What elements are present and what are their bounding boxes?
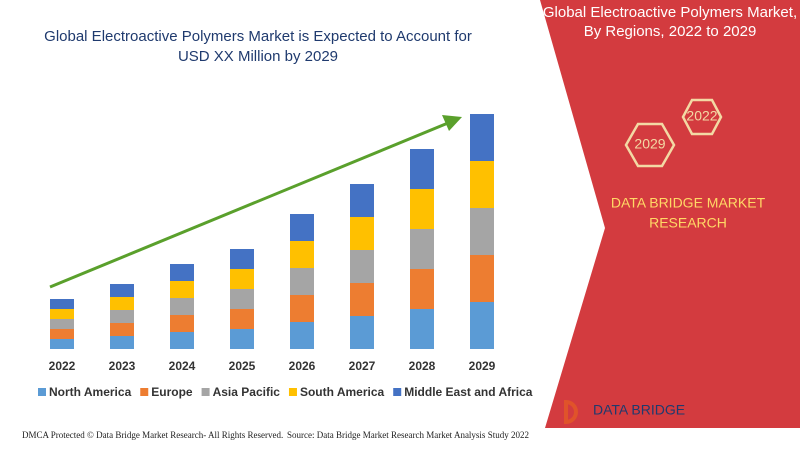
bar-segment <box>410 309 434 349</box>
legend-swatch <box>393 388 402 396</box>
x-tick-label: 2023 <box>109 359 136 373</box>
bar-segment <box>110 323 134 336</box>
bar-segment <box>50 339 74 349</box>
chart-title: USD XX Million by 2029 <box>178 48 338 65</box>
bar-segment <box>350 217 374 250</box>
bar-segment <box>350 283 374 316</box>
x-tick-label: 2025 <box>229 359 256 373</box>
bar-segment <box>410 149 434 189</box>
bar-segment <box>230 309 254 329</box>
bar-segment <box>470 114 494 161</box>
panel-title: By Regions, 2022 to 2029 <box>584 23 757 40</box>
legend-swatch <box>288 388 297 396</box>
bar-segment <box>170 281 194 298</box>
trend-arrow <box>49 121 449 289</box>
x-tick-label: 2022 <box>49 359 76 373</box>
trend-arrow-head <box>442 115 462 131</box>
chart-title: Global Electroactive Polymers Market is … <box>44 28 472 45</box>
bar-segment <box>470 161 494 208</box>
legend-label: Asia Pacific <box>213 385 281 399</box>
x-tick-label: 2027 <box>349 359 376 373</box>
bar-segment <box>290 268 314 295</box>
legend-label: Middle East and Africa <box>404 385 533 399</box>
legend-swatch <box>201 388 210 396</box>
logo-text: DATA BRIDGE <box>593 402 685 418</box>
legend-swatch <box>140 388 149 396</box>
bar-segment <box>110 297 134 310</box>
hexagon <box>681 98 723 136</box>
bar-segment <box>410 189 434 229</box>
bar-segment <box>290 295 314 322</box>
logo-mark <box>564 399 578 425</box>
bar-segment <box>350 184 374 217</box>
legend-label: North America <box>49 385 132 399</box>
bar-segment <box>290 241 314 268</box>
bar-segment <box>410 229 434 269</box>
bar-segment <box>350 250 374 283</box>
x-tick-label: 2026 <box>289 359 316 373</box>
bar-segment <box>350 316 374 349</box>
bar-segment <box>170 264 194 281</box>
bar-segment <box>50 309 74 319</box>
bar-segment <box>230 329 254 349</box>
x-tick-label: 2024 <box>169 359 196 373</box>
side-panel <box>540 0 800 428</box>
bar-segment <box>170 298 194 315</box>
bar-segment <box>110 336 134 349</box>
panel-brand: RESEARCH <box>649 215 727 231</box>
hexagon-label: 2029 <box>634 136 665 152</box>
bar-segment <box>170 332 194 349</box>
legend-label: Europe <box>151 385 193 399</box>
footer-band <box>0 428 800 450</box>
hexagon-label: 2022 <box>686 108 717 124</box>
bar-segment <box>50 329 74 339</box>
legend-swatch <box>38 388 46 396</box>
bar-segment <box>170 315 194 332</box>
hexagon <box>624 122 676 168</box>
bar-segment <box>110 310 134 323</box>
footer-text: Source: Data Bridge Market Research Mark… <box>287 430 529 440</box>
bar-segment <box>230 289 254 309</box>
bar-segment <box>470 255 494 302</box>
bar-segment <box>50 319 74 329</box>
bar-segment <box>470 302 494 349</box>
bar-segment <box>230 269 254 289</box>
bar-segment <box>470 208 494 255</box>
bar-segment <box>230 249 254 269</box>
bar-segment <box>110 284 134 297</box>
panel-title: Global Electroactive Polymers Market, <box>543 4 797 21</box>
bar-segment <box>50 299 74 309</box>
panel-brand: DATA BRIDGE MARKET <box>611 195 766 211</box>
bar-segment <box>290 322 314 349</box>
bar-segment <box>410 269 434 309</box>
footer-text: DMCA Protected © Data Bridge Market Rese… <box>22 430 283 440</box>
bar-segment <box>290 214 314 241</box>
legend-label: South America <box>300 385 385 399</box>
x-tick-label: 2028 <box>409 359 436 373</box>
x-tick-label: 2029 <box>469 359 496 373</box>
